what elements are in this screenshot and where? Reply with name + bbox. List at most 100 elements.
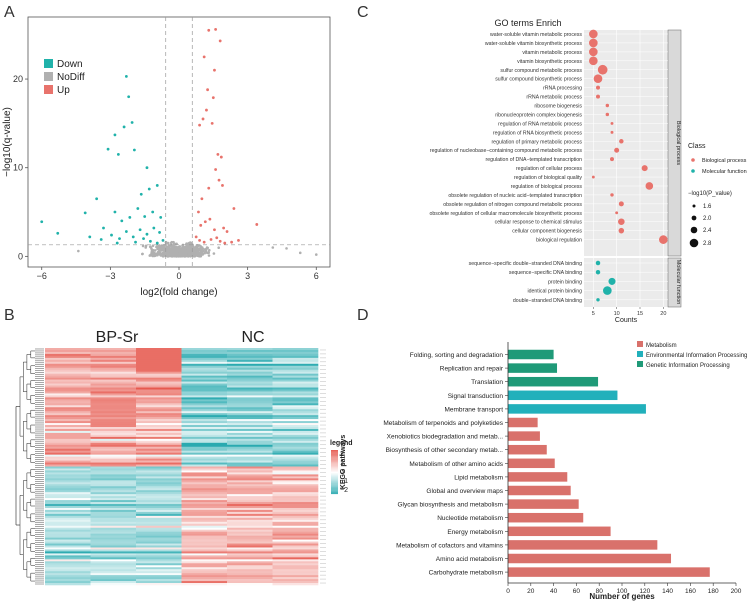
heatmap-cell <box>272 551 319 554</box>
go-legend-bp-dot <box>691 158 695 162</box>
heatmap-cell <box>136 385 182 388</box>
heatmap-cell <box>272 507 319 511</box>
heatmap-cell <box>181 363 228 367</box>
heatmap-cell <box>181 500 228 503</box>
heatmap-cell <box>272 464 319 467</box>
go-dot-bp <box>589 29 598 39</box>
down-point <box>83 211 87 215</box>
heatmap-legend-gradient-step <box>331 454 338 456</box>
heatmap-cell <box>136 480 182 483</box>
heatmap-cell <box>45 472 91 475</box>
heatmap-cell <box>136 553 182 556</box>
heatmap-cell <box>136 523 182 527</box>
heatmap-cell <box>272 438 319 442</box>
heatmap-cell <box>227 482 273 485</box>
heatmap-cell <box>227 559 273 562</box>
up-point <box>218 39 222 43</box>
heatmap-cell <box>181 446 228 450</box>
heatmap-legend-gradient-step <box>331 467 338 469</box>
go-term-label: regulation of DNA−templated transcriptio… <box>486 157 583 163</box>
heatmap-cell <box>45 468 91 471</box>
up-point <box>198 123 201 127</box>
go-dot-bp <box>591 175 595 179</box>
heatmap-cell <box>136 545 182 548</box>
heatmap-cell <box>90 438 137 442</box>
nodiff-point <box>141 252 144 256</box>
heatmap-cell <box>90 409 137 412</box>
heatmap-cell <box>181 349 228 353</box>
heatmap-cell <box>227 397 273 400</box>
heatmap-cell <box>181 551 228 554</box>
nodiff-point <box>151 244 155 247</box>
nodiff-point <box>314 253 318 256</box>
heatmap-cell <box>181 460 228 463</box>
heatmap-cell <box>90 425 137 428</box>
heatmap-cell <box>90 452 137 455</box>
heatmap-cell <box>181 563 228 566</box>
go-term-label: sequence−specific DNA binding <box>509 270 582 276</box>
go-legend-size-dot <box>692 204 696 208</box>
heatmap-cell <box>90 567 137 570</box>
heatmap-cell <box>136 569 182 572</box>
heatmap-cell <box>181 415 228 418</box>
nodiff-point <box>182 249 185 253</box>
heatmap-cell <box>181 353 228 357</box>
down-point <box>110 233 113 237</box>
heatmap-cell <box>90 375 137 378</box>
heatmap-cell <box>90 484 137 487</box>
heatmap-cell <box>45 474 91 477</box>
heatmap-cell <box>181 348 228 351</box>
heatmap-cell <box>181 474 228 477</box>
heatmap-cell <box>227 523 273 527</box>
heatmap-cell <box>90 419 137 422</box>
heatmap-cell <box>90 379 137 382</box>
heatmap-cell <box>227 448 273 451</box>
heatmap-cell <box>136 504 182 507</box>
heatmap-cell <box>272 381 319 384</box>
heatmap-cell <box>227 385 273 388</box>
heatmap-cell <box>272 486 319 489</box>
kegg-legend-genetic-swatch <box>637 361 643 367</box>
heatmap-cell <box>181 523 228 527</box>
heatmap-cell <box>90 464 137 467</box>
heatmap-cell <box>90 450 137 453</box>
nodiff-point <box>175 247 178 250</box>
heatmap-cell <box>181 351 228 355</box>
go-dot-bp <box>659 235 668 244</box>
heatmap-cell <box>272 351 319 355</box>
heatmap-cell <box>45 531 91 534</box>
heatmap-legend-gradient-step <box>331 476 338 478</box>
heatmap-cell <box>45 462 91 465</box>
legend-down-label: Down <box>57 59 83 70</box>
heatmap-cell <box>136 425 182 428</box>
heatmap-legend-gradient-step <box>331 461 338 463</box>
go-legend-size-label: 2.0 <box>703 216 712 222</box>
heatmap-cell <box>90 488 137 491</box>
heatmap-cell <box>181 464 228 467</box>
heatmap-legend-gradient-step <box>331 480 338 482</box>
heatmap-cell <box>136 444 182 448</box>
heatmap-cell <box>181 440 228 444</box>
heatmap-cell <box>136 367 182 371</box>
heatmap-legend-gradient-step <box>331 465 338 467</box>
heatmap-cell <box>272 561 319 564</box>
heatmap-cell <box>136 478 182 481</box>
nodiff-point <box>191 251 195 255</box>
up-point <box>230 240 234 244</box>
heatmap-cell <box>90 583 137 586</box>
heatmap-cell <box>227 383 273 386</box>
heatmap-cell <box>181 393 228 396</box>
heatmap-cell <box>181 448 228 451</box>
heatmap-cell <box>45 365 91 369</box>
heatmap-cell <box>90 444 137 448</box>
heatmap-cell <box>272 442 319 446</box>
go-dot-bp <box>641 165 648 172</box>
heatmap-cell <box>136 351 182 355</box>
heatmap-cell <box>45 440 91 444</box>
heatmap-cell <box>45 357 91 361</box>
heatmap-cell <box>90 541 137 544</box>
heatmap-cell <box>227 569 273 572</box>
heatmap-cell <box>45 500 91 503</box>
heatmap-cell <box>181 466 228 469</box>
heatmap-cell <box>181 452 228 455</box>
